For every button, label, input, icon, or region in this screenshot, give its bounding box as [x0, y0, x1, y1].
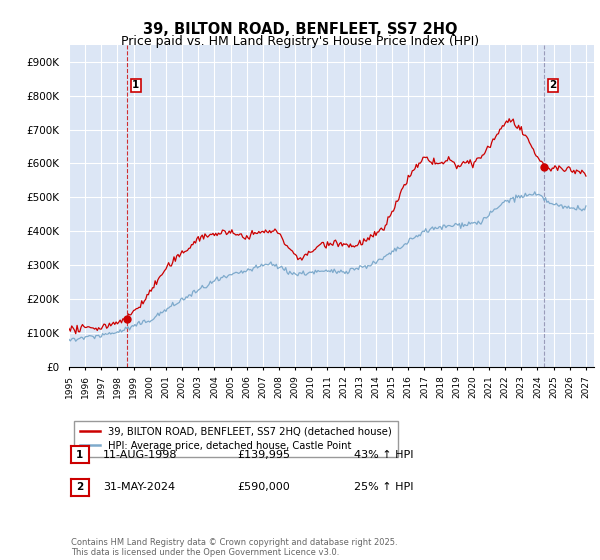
Text: 1: 1	[76, 450, 83, 460]
Text: Contains HM Land Registry data © Crown copyright and database right 2025.
This d: Contains HM Land Registry data © Crown c…	[71, 538, 397, 557]
Text: Price paid vs. HM Land Registry's House Price Index (HPI): Price paid vs. HM Land Registry's House …	[121, 35, 479, 48]
Text: £139,995: £139,995	[237, 450, 290, 460]
Text: 1: 1	[132, 81, 139, 91]
Text: 11-AUG-1998: 11-AUG-1998	[103, 450, 178, 460]
Text: 39, BILTON ROAD, BENFLEET, SS7 2HQ: 39, BILTON ROAD, BENFLEET, SS7 2HQ	[143, 22, 457, 38]
Text: 43% ↑ HPI: 43% ↑ HPI	[354, 450, 413, 460]
Text: 2: 2	[76, 482, 83, 492]
Text: 2: 2	[549, 81, 556, 91]
Text: 31-MAY-2024: 31-MAY-2024	[103, 482, 175, 492]
Legend: 39, BILTON ROAD, BENFLEET, SS7 2HQ (detached house), HPI: Average price, detache: 39, BILTON ROAD, BENFLEET, SS7 2HQ (deta…	[74, 421, 398, 457]
Text: 25% ↑ HPI: 25% ↑ HPI	[354, 482, 413, 492]
Text: £590,000: £590,000	[237, 482, 290, 492]
